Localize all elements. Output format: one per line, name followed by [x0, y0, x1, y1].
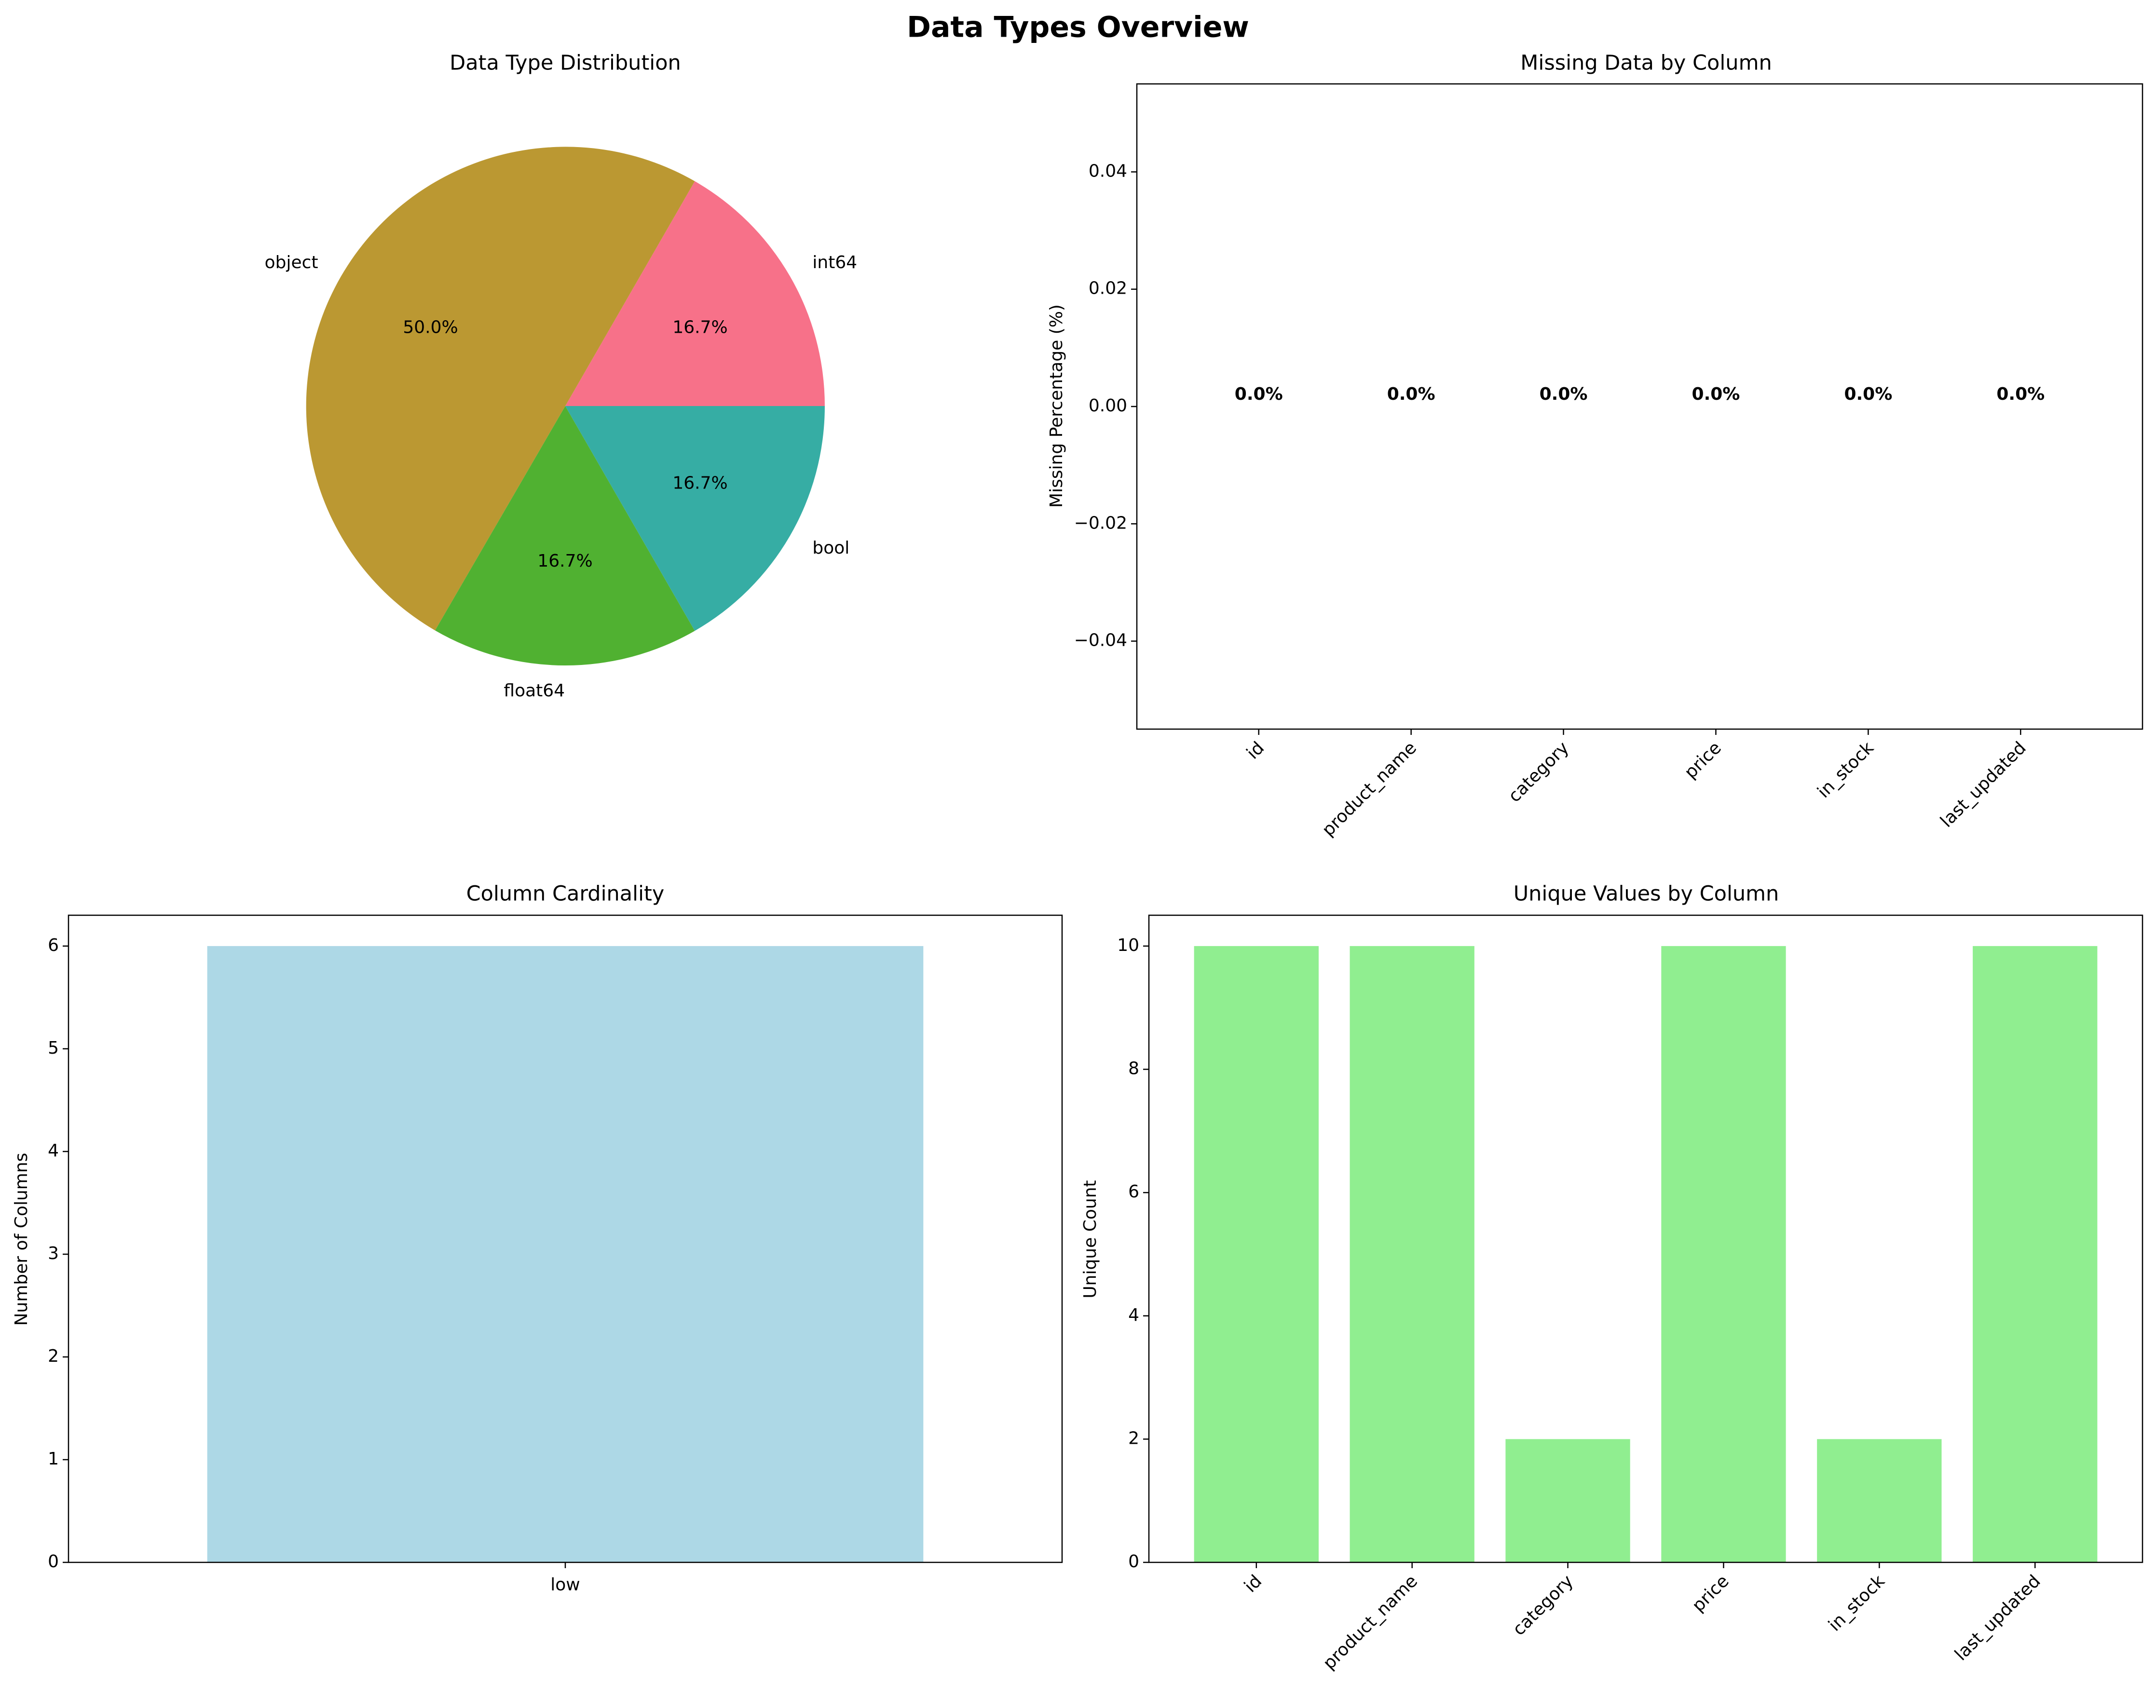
unique-ytick-label: 10 — [1117, 935, 1139, 955]
unique-ytick-label: 2 — [1128, 1428, 1139, 1448]
pie-pct-object: 50.0% — [403, 318, 458, 338]
unique-bar-product-name — [1350, 946, 1474, 1562]
unique-bar-in-stock — [1817, 1439, 1942, 1562]
pie-pct-bool: 16.7% — [672, 474, 727, 493]
card-axes-frame — [68, 914, 1063, 1563]
missing-value-label-price: 0.0% — [1692, 384, 1740, 404]
card-xtick-label-low: low — [550, 1575, 580, 1595]
card-bar-low — [207, 946, 924, 1562]
missing-ytick-label: −0.02 — [1074, 513, 1127, 533]
pie-pct-float64: 16.7% — [537, 551, 592, 571]
missing-ytick-label: 0.04 — [1089, 161, 1127, 181]
card-title: Column Cardinality — [466, 882, 665, 906]
card-ytick-label: 0 — [48, 1552, 59, 1572]
unique-axes-frame — [1148, 914, 2143, 1563]
figure-title: Data Types Overview — [907, 11, 1249, 44]
unique-bar-id — [1194, 946, 1319, 1562]
unique-title: Unique Values by Column — [1514, 882, 1779, 906]
unique-bar-last-updated — [1973, 946, 2098, 1562]
missing-ytick-label: 0.02 — [1089, 279, 1127, 298]
missing-value-label-id: 0.0% — [1235, 384, 1283, 404]
unique-ytick-label: 4 — [1128, 1305, 1139, 1325]
card-ytick-label: 2 — [48, 1346, 59, 1366]
unique-ytick-label: 6 — [1128, 1182, 1139, 1202]
missing-ytick-label: 0.00 — [1089, 396, 1127, 416]
pie-label-int64: int64 — [812, 253, 857, 272]
missing-ytick-label: −0.04 — [1074, 631, 1127, 651]
pie-slice-object — [306, 147, 695, 631]
pie-slice-bool — [565, 406, 825, 631]
missing-value-label-category: 0.0% — [1540, 384, 1588, 404]
panel-column-cardinality: Column Cardinality Number of Columns 0 1 2… — [12, 882, 1063, 1595]
pie-slice-int64 — [565, 181, 825, 406]
missing-ylabel: Missing Percentage (%) — [1047, 304, 1066, 508]
pie-slice-float64 — [435, 406, 695, 665]
card-ytick-label: 4 — [48, 1141, 59, 1161]
panel-data-type-distribution: Data Type Distribution int64 16.7% object 5… — [265, 51, 857, 701]
unique-bar-category — [1505, 1439, 1630, 1562]
missing-title: Missing Data by Column — [1520, 51, 1772, 75]
card-ytick-label: 6 — [48, 935, 59, 955]
unique-ylabel: Unique Count — [1080, 1180, 1100, 1298]
pie-label-object: object — [265, 253, 318, 272]
unique-ytick-label: 0 — [1128, 1552, 1139, 1572]
panel-unique-values: Unique Values by Column Unique Count 0 2 4… — [1080, 882, 2143, 1673]
unique-bar-price — [1661, 946, 1786, 1562]
pie-pct-int64: 16.7% — [672, 318, 727, 338]
missing-value-label-in-stock: 0.0% — [1844, 384, 1892, 404]
card-ytick-label: 3 — [48, 1244, 59, 1263]
card-ytick-label: 1 — [48, 1449, 59, 1469]
missing-axes-frame — [1136, 83, 2143, 730]
card-ylabel: Number of Columns — [12, 1153, 31, 1326]
missing-value-label-product-name: 0.0% — [1387, 384, 1435, 404]
card-ytick-label: 5 — [48, 1038, 59, 1058]
unique-ytick-label: 8 — [1128, 1059, 1139, 1079]
pie-label-bool: bool — [812, 538, 849, 558]
missing-value-label-last-updated: 0.0% — [1996, 384, 2045, 404]
pie-label-float64: float64 — [504, 681, 565, 701]
pie-title: Data Type Distribution — [450, 51, 681, 75]
